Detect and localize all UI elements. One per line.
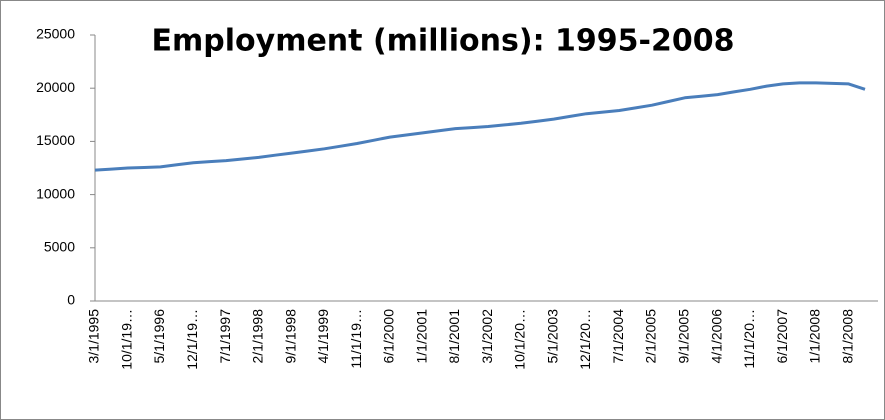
x-tick-label: 3/1/1995 [86,309,102,364]
y-tick-label: 25000 [36,26,75,42]
data-line [94,81,866,172]
x-tick-label: 5/1/1996 [151,309,167,364]
x-tick-label: 6/1/2007 [774,309,790,364]
x-tick-label: 3/1/2002 [479,309,495,364]
x-tick-label: 12/1/20… [577,309,593,370]
x-tick-label: 7/1/2004 [610,309,626,364]
x-tick-label: 11/1/20… [741,309,757,369]
x-tick-label: 1/1/2001 [413,309,429,364]
x-tick-label: 2/1/2005 [643,309,659,364]
x-tick-label: 6/1/2000 [381,309,397,364]
x-tick-label: 9/1/2005 [675,309,691,364]
y-tick-label: 10000 [36,185,75,201]
chart-title: Employment (millions): 1995-2008 [152,24,735,59]
x-tick-label: 10/1/20… [512,309,528,370]
y-tick-label: 15000 [36,132,75,148]
x-tick-label: 2/1/1998 [250,309,266,364]
x-tick-label: 8/1/2001 [446,309,462,364]
x-tick-label: 10/1/19… [118,309,134,370]
x-tick-label: 5/1/2003 [544,309,560,364]
x-tick-label: 11/1/19… [348,309,364,369]
y-tick-label: 0 [67,292,75,308]
x-tick-label: 1/1/2008 [807,309,823,364]
x-tick-label: 7/1/1997 [217,309,233,364]
x-tick-label: 8/1/2008 [839,309,855,364]
x-tick-label: 4/1/2006 [708,309,724,364]
x-tick-label: 9/1/1998 [282,309,298,364]
x-tick-label: 4/1/1999 [315,309,331,364]
y-tick-label: 20000 [36,79,75,95]
y-tick-label: 5000 [44,239,75,255]
x-tick-label: 12/1/19… [184,309,200,370]
